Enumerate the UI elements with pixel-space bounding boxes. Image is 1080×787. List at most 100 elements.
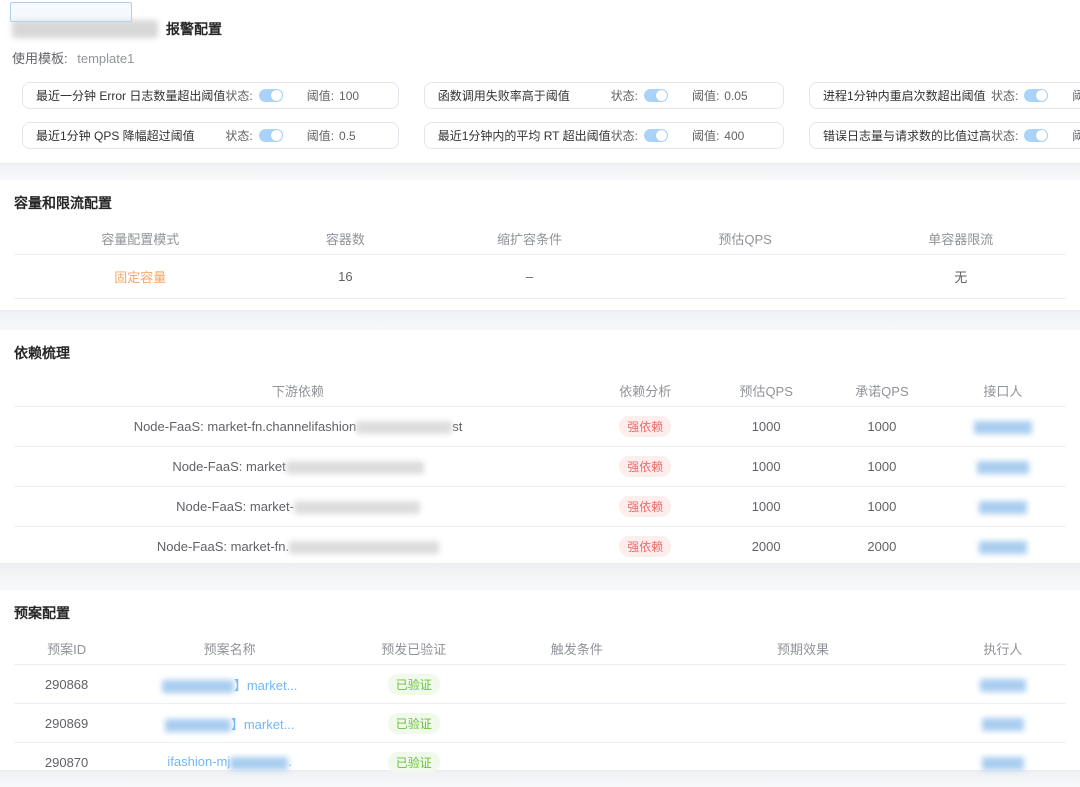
plan-name-link-row3-id plan-id: 290870	[44, 754, 89, 770]
threshold-value: 0.5	[339, 128, 356, 143]
promised-qps-value: 1000	[867, 419, 897, 434]
col-header: 触发条件	[550, 642, 603, 657]
page-title: 报警配置	[166, 21, 222, 37]
threshold-label: 阈值:	[1072, 129, 1080, 143]
capacity-section: 容量和限流配置 容量配置模式 容器数 缩扩容条件 预估QPS 单容器限流 固定容…	[0, 180, 1080, 310]
plan-name-link[interactable]: ifashion-mj.	[167, 754, 292, 770]
status-label: 状态:	[225, 129, 253, 143]
plan-id: 290868	[44, 676, 89, 692]
threshold-label: 阈值:	[306, 129, 335, 143]
redacted-service-name	[12, 20, 158, 38]
status-label: 状态:	[225, 89, 253, 103]
capacity-table: 容量配置模式 容器数 缩扩容条件 预估QPS 单容器限流 固定容量 16 – 无	[14, 223, 1066, 299]
col-header: 预案ID	[47, 642, 87, 657]
downstream-dependency: Node-FaaS: market-fn.	[14, 539, 582, 555]
estimated-qps-value: 1000	[751, 459, 781, 474]
table-row: 290869 】market... 已验证	[14, 704, 1066, 743]
estimated-qps-value: 2000	[751, 539, 781, 554]
redacted-text	[230, 756, 289, 770]
redacted-text	[161, 679, 234, 693]
redacted-contact-name	[978, 501, 1027, 515]
plan-name-link[interactable]: 】market...	[119, 675, 340, 694]
promised-qps-value: 2000	[867, 539, 897, 554]
status-toggle[interactable]	[1024, 89, 1049, 102]
threshold-label: 阈值:	[306, 89, 335, 103]
threshold-value: 400	[724, 128, 745, 143]
promised-qps-value: 1000	[867, 459, 897, 474]
col-header: 预估QPS	[739, 384, 793, 399]
downstream-dependency: Node-FaaS: market	[14, 459, 582, 475]
section-divider	[0, 563, 1080, 590]
alarm-card-qps-drop: 最近1分钟 QPS 降幅超过阈值 状态: 阈值: 0.5	[22, 122, 399, 149]
col-header: 预发已验证	[381, 642, 447, 657]
template-row: 使用模板: template1	[0, 38, 1080, 67]
col-header: 接口人	[983, 384, 1023, 399]
status-toggle[interactable]	[258, 89, 283, 102]
template-label: 使用模板:	[12, 51, 68, 66]
alarm-card-label: 错误日志量与请求数的比值过高	[822, 129, 991, 143]
col-header: 预估QPS	[718, 232, 772, 247]
threshold-label: 阈值:	[1072, 89, 1080, 103]
redacted-contact-name	[978, 541, 1027, 555]
verified-badge: 已验证	[387, 751, 440, 773]
col-header: 下游依赖	[272, 384, 325, 399]
alarm-card-error-log: 最近一分钟 Error 日志数量超出阈值 状态: 阈值: 100	[22, 82, 399, 109]
section-divider	[0, 310, 1080, 330]
alarm-card-restart-count: 进程1分钟内重启次数超出阈值 状态: 阈值: 1	[808, 82, 1080, 109]
table-row: 290868 】market... 已验证	[14, 665, 1066, 704]
col-header: 容量配置模式	[101, 232, 180, 247]
scale-condition-value: –	[525, 269, 534, 284]
col-header: 执行人	[983, 642, 1023, 657]
table-row: Node-FaaS: market-fn.channelifashion st 强…	[14, 407, 1066, 447]
alarm-card-label: 最近一分钟 Error 日志数量超出阈值	[36, 89, 226, 103]
plan-section: 预案配置 预案ID 预案名称 预发已验证 触发条件 预期效果 执行人 29086…	[0, 590, 1080, 782]
redacted-text	[164, 718, 231, 732]
capacity-section-title: 容量和限流配置	[14, 195, 112, 211]
selection-highlight-box	[10, 2, 132, 22]
col-header: 依赖分析	[619, 384, 672, 399]
threshold-value: 0.05	[724, 88, 748, 103]
strong-dependency-badge: 强依赖	[619, 416, 672, 437]
status-label: 状态:	[610, 89, 638, 103]
dependency-table-header: 下游依赖 依赖分析 预估QPS 承诺QPS 接口人	[14, 375, 1066, 407]
alarm-title-row: 报警配置	[0, 0, 1080, 38]
status-label: 状态:	[990, 89, 1019, 103]
redacted-contact-name	[976, 461, 1029, 475]
toggle-knob	[655, 90, 667, 101]
status-toggle[interactable]	[643, 89, 668, 102]
alarm-card-label: 函数调用失败率高于阈值	[437, 89, 570, 103]
col-header: 承诺QPS	[855, 384, 909, 399]
col-header: 预期效果	[776, 642, 829, 657]
verified-badge: 已验证	[387, 712, 440, 734]
threshold-label: 阈值:	[691, 89, 720, 103]
estimated-qps-value: 1000	[751, 419, 781, 434]
redacted-executor-name	[981, 717, 1024, 731]
downstream-dependency: Node-FaaS: market-fn.channelifashion st	[133, 418, 463, 435]
redacted-text	[293, 501, 420, 515]
col-header: 预案名称	[203, 642, 256, 657]
per-container-limit-value: 无	[954, 270, 968, 285]
status-toggle[interactable]	[643, 129, 668, 142]
table-row: Node-FaaS: market 强依赖 1000 1000	[14, 447, 1066, 487]
plan-id: 290869	[44, 715, 89, 731]
bottom-strip	[0, 770, 1080, 787]
toggle-knob	[1036, 90, 1048, 101]
toggle-knob	[1036, 130, 1048, 141]
toggle-knob	[655, 130, 667, 141]
status-toggle[interactable]	[258, 129, 283, 142]
plan-table-header: 预案ID 预案名称 预发已验证 触发条件 预期效果 执行人	[14, 633, 1066, 665]
dependency-section-title: 依赖梳理	[14, 345, 70, 361]
section-divider	[0, 163, 1080, 180]
status-label: 状态:	[610, 129, 638, 143]
status-label: 状态:	[990, 129, 1019, 143]
col-header: 容器数	[325, 232, 365, 247]
plan-section-title: 预案配置	[14, 605, 70, 621]
template-value: template1	[77, 51, 135, 66]
toggle-knob	[270, 90, 282, 101]
redacted-executor-name	[979, 678, 1026, 692]
alarm-card-error-ratio: 错误日志量与请求数的比值过高 状态: 阈值: 0.1	[808, 122, 1080, 149]
plan-name-link[interactable]: 】market...	[119, 714, 340, 733]
status-toggle[interactable]	[1024, 129, 1049, 142]
strong-dependency-badge: 强依赖	[619, 456, 672, 477]
